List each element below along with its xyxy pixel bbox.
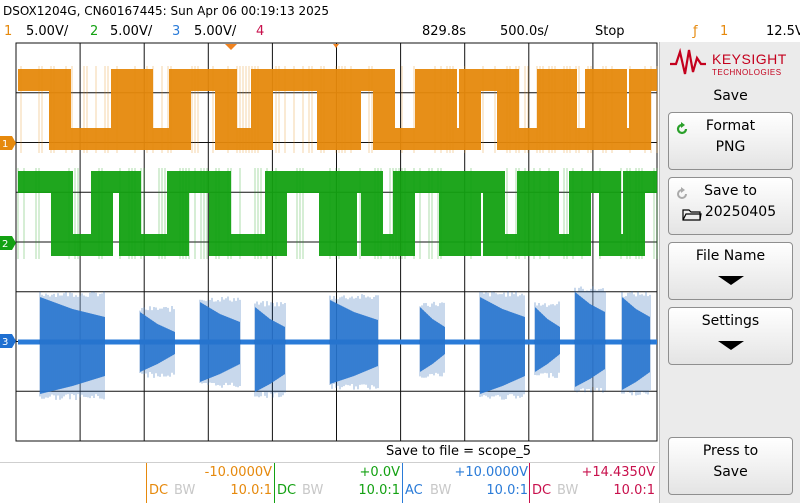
- ch1-probe: 10.0:1: [230, 483, 272, 498]
- keysight-logo: KEYSIGHT TECHNOLOGIES: [668, 46, 793, 84]
- trigger-source[interactable]: 1: [720, 24, 729, 39]
- ch3-probe: 10.0:1: [486, 483, 528, 498]
- channel-info-bar: -10.0000V DC BW 10.0:1 +0.0V DC BW 10.0:…: [0, 462, 658, 503]
- ch1-number[interactable]: 1: [4, 24, 13, 39]
- ch2-separator: [274, 463, 275, 503]
- ch1-trace: [18, 66, 658, 153]
- ch1-separator: [146, 463, 147, 503]
- time-scale[interactable]: 500.0s/: [500, 24, 549, 39]
- save-to-label: Save to: [704, 183, 757, 199]
- press-to-save-softkey[interactable]: Press to Save: [668, 437, 793, 495]
- ch3-number[interactable]: 3: [172, 24, 181, 39]
- brand-name: KEYSIGHT: [712, 51, 787, 67]
- time-position[interactable]: 829.8s: [422, 24, 466, 39]
- ch1-offset: -10.0000V: [204, 465, 272, 480]
- ch2-coupling: DC: [277, 483, 297, 498]
- ch4-probe: 10.0:1: [613, 483, 655, 498]
- ch2-trace: [17, 168, 658, 259]
- press-to-label: Press to: [702, 443, 759, 459]
- ch2-offset: +0.0V: [359, 465, 400, 480]
- ch4-separator: [529, 463, 530, 503]
- ch4-number[interactable]: 4: [256, 24, 265, 39]
- format-softkey[interactable]: Format PNG: [668, 112, 793, 170]
- ch1-scale[interactable]: 5.00V/: [26, 24, 69, 39]
- ch3-ground-marker[interactable]: 3: [0, 334, 16, 348]
- status-message: Save to file = scope_5: [386, 444, 532, 459]
- waveforms: [17, 66, 658, 400]
- ch3-bw-limit: BW: [430, 483, 452, 498]
- svg-text:3: 3: [2, 337, 8, 348]
- brand-subtitle: TECHNOLOGIES: [712, 68, 782, 77]
- format-value: PNG: [715, 139, 746, 155]
- chevron-down-icon: [669, 338, 792, 354]
- ch3-coupling: AC: [405, 483, 423, 498]
- waveform-display[interactable]: 1 2 3: [0, 42, 658, 442]
- save-to-value: 20250405: [704, 204, 777, 220]
- ch2-scale[interactable]: 5.00V/: [110, 24, 153, 39]
- ch1-coupling: DC: [149, 483, 169, 498]
- ch3-offset: +10.0000V: [454, 465, 528, 480]
- press-to-value: Save: [713, 464, 748, 480]
- trigger-level[interactable]: 12.5V: [766, 24, 800, 39]
- ch4-offset: +14.4350V: [581, 465, 655, 480]
- svg-text:1: 1: [2, 139, 8, 150]
- ch2-number[interactable]: 2: [90, 24, 99, 39]
- ch3-separator: [402, 463, 403, 503]
- status-bar: Save to file = scope_5: [0, 442, 658, 462]
- rising-edge-icon: ƒ: [693, 24, 698, 39]
- settings-label: Settings: [701, 313, 760, 329]
- ch3-info[interactable]: +10.0000V AC BW 10.0:1: [402, 463, 532, 503]
- ch1-ground-marker[interactable]: 1: [0, 136, 16, 150]
- ch1-bw-limit: BW: [174, 483, 196, 498]
- file-name-softkey[interactable]: File Name: [668, 242, 793, 300]
- settings-softkey[interactable]: Settings: [668, 307, 793, 365]
- file-name-label: File Name: [695, 248, 766, 264]
- channel-bar: 1 5.00V/ 2 5.00V/ 3 5.00V/ 4 829.8s 500.…: [0, 22, 800, 42]
- ch3-trace: [18, 286, 657, 400]
- window-title: DSOX1204G, CN60167445: Sun Apr 06 00:19:…: [3, 4, 330, 18]
- ch4-coupling: DC: [532, 483, 552, 498]
- cycle-icon: [677, 187, 687, 199]
- folder-icon: [682, 209, 702, 221]
- svg-text:2: 2: [2, 239, 8, 250]
- menu-title: Save: [713, 88, 748, 104]
- run-state[interactable]: Stop: [595, 24, 625, 39]
- softkey-panel: KEYSIGHT TECHNOLOGIES Save Format PNG Sa…: [659, 42, 800, 503]
- trigger-position-marker[interactable]: [225, 44, 339, 50]
- ch2-ground-marker[interactable]: 2: [0, 236, 16, 250]
- ch2-bw-limit: BW: [302, 483, 324, 498]
- ch4-bw-limit: BW: [557, 483, 579, 498]
- save-to-softkey[interactable]: Save to 20250405: [668, 177, 793, 235]
- ch3-scale[interactable]: 5.00V/: [194, 24, 237, 39]
- chevron-down-icon: [669, 273, 792, 289]
- ch2-probe: 10.0:1: [358, 483, 400, 498]
- ch2-info[interactable]: +0.0V DC BW 10.0:1: [274, 463, 404, 503]
- ch1-info[interactable]: -10.0000V DC BW 10.0:1: [146, 463, 276, 503]
- keysight-wave-icon: [670, 47, 706, 75]
- cycle-icon: [676, 122, 688, 135]
- ch4-info[interactable]: +14.4350V DC BW 10.0:1: [529, 463, 659, 503]
- format-label: Format: [705, 118, 756, 134]
